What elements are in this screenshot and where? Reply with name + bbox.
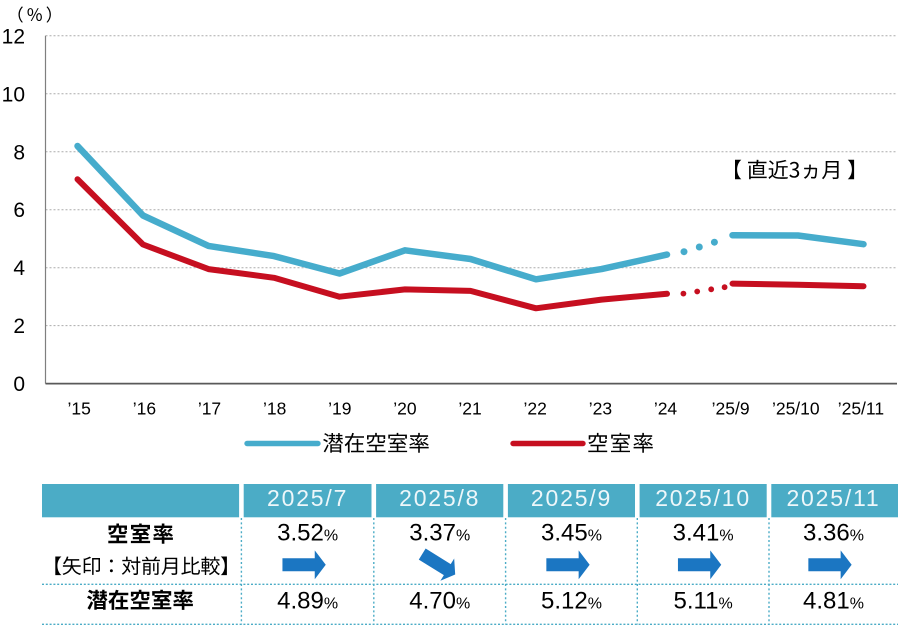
svg-text:’22: ’22 bbox=[524, 399, 547, 419]
svg-text:’20: ’20 bbox=[393, 399, 417, 419]
svg-text:2025/9: 2025/9 bbox=[531, 485, 612, 511]
svg-text:8: 8 bbox=[13, 141, 25, 164]
svg-text:10: 10 bbox=[2, 83, 25, 106]
svg-text:3.52%: 3.52% bbox=[277, 520, 338, 547]
svg-text:2: 2 bbox=[13, 315, 25, 338]
svg-text:2025/7: 2025/7 bbox=[267, 485, 348, 511]
svg-text:0: 0 bbox=[13, 373, 25, 396]
svg-text:’16: ’16 bbox=[133, 399, 156, 419]
svg-text:12: 12 bbox=[2, 25, 25, 48]
svg-text:’25/11: ’25/11 bbox=[838, 399, 884, 419]
svg-text:’25/10: ’25/10 bbox=[772, 399, 820, 419]
svg-text:’18: ’18 bbox=[263, 399, 286, 419]
svg-text:4.89%: 4.89% bbox=[277, 588, 338, 615]
svg-text:’21: ’21 bbox=[458, 399, 481, 419]
svg-text:’15: ’15 bbox=[68, 399, 91, 419]
svg-text:’17: ’17 bbox=[198, 399, 221, 419]
svg-text:2025/8: 2025/8 bbox=[399, 485, 480, 511]
svg-text:’25/9: ’25/9 bbox=[712, 399, 750, 419]
svg-text:6: 6 bbox=[13, 199, 25, 222]
svg-text:4: 4 bbox=[13, 257, 25, 280]
svg-text:2025/10: 2025/10 bbox=[655, 485, 751, 511]
svg-text:’19: ’19 bbox=[328, 399, 351, 419]
svg-text:’23: ’23 bbox=[589, 399, 612, 419]
svg-text:’24: ’24 bbox=[654, 399, 678, 419]
svg-text:2025/11: 2025/11 bbox=[786, 485, 880, 511]
